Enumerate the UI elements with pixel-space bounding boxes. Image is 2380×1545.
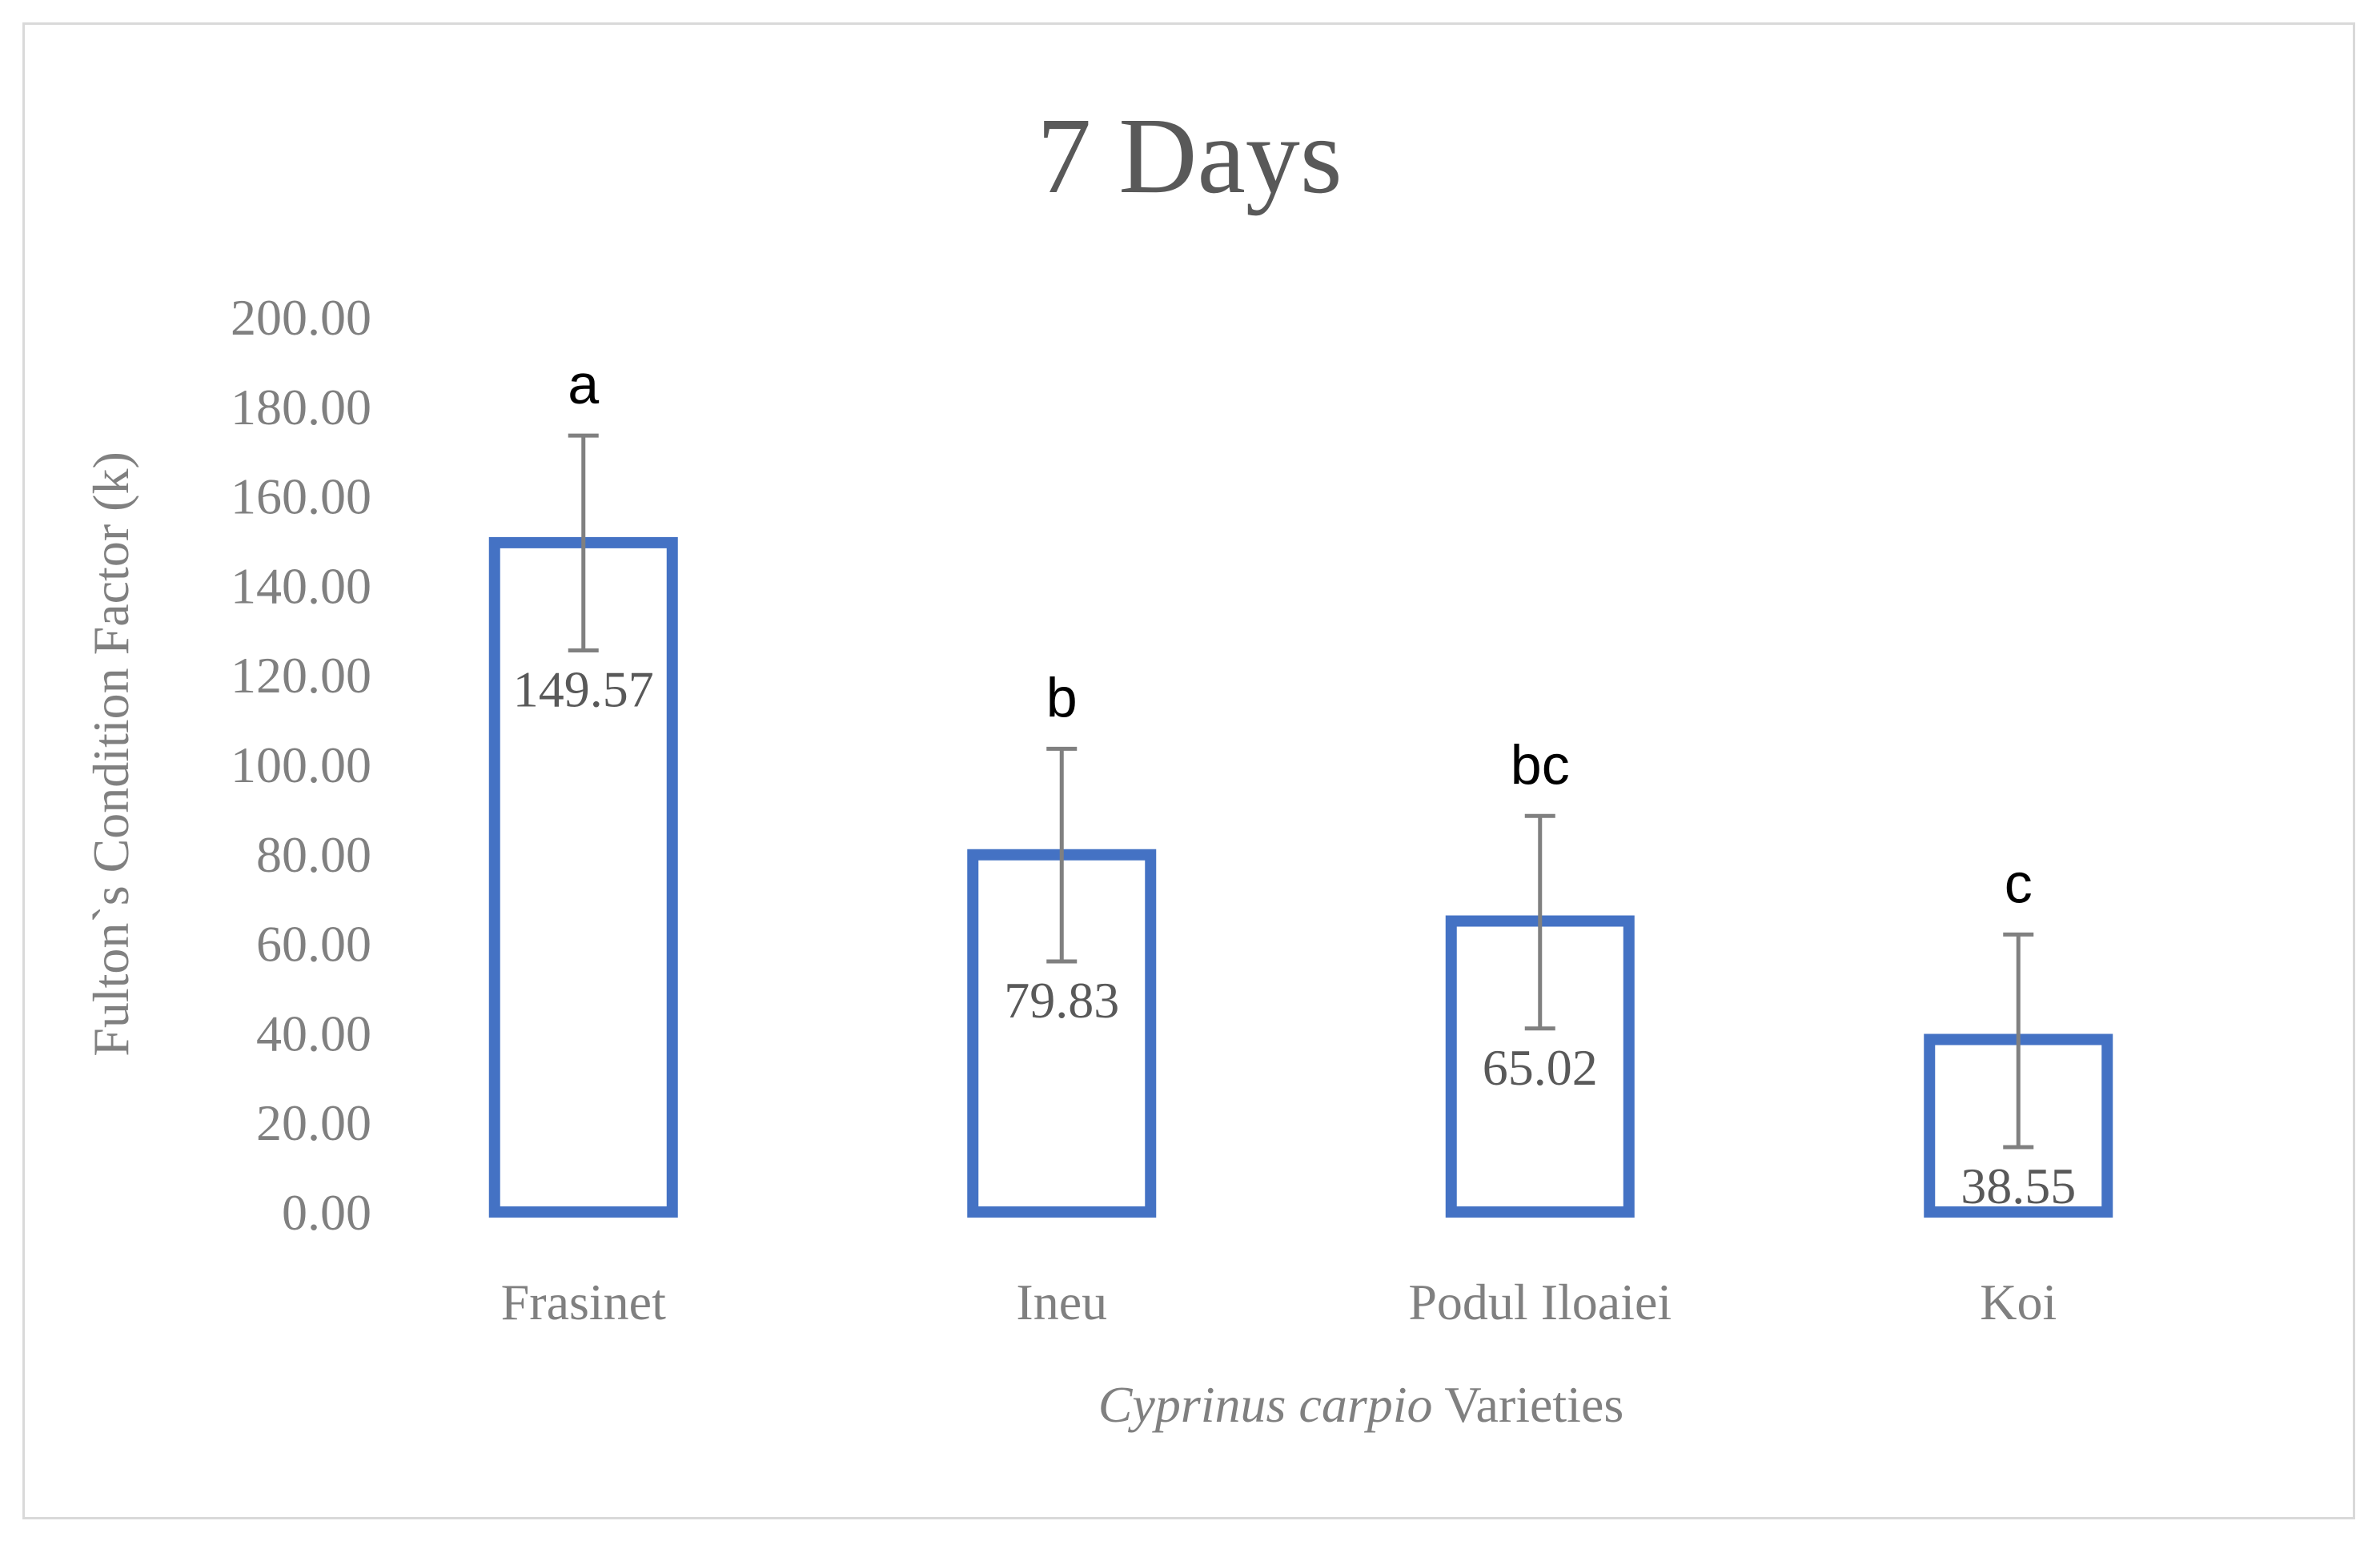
- chart-frame: [22, 22, 2355, 1519]
- error-bars: [568, 433, 2034, 1150]
- significance-labels: a b bc c: [568, 353, 2032, 914]
- x-tick-label: Koi: [1980, 1274, 2057, 1330]
- bars: [488, 536, 2113, 1218]
- y-tick-label: 160.00: [231, 468, 371, 525]
- y-tick-label: 20.00: [256, 1094, 371, 1151]
- y-tick-label: 100.00: [231, 736, 371, 793]
- y-tick-label: 40.00: [256, 1005, 371, 1061]
- error-bar: [568, 433, 599, 652]
- y-tick-label: 0.00: [282, 1184, 371, 1241]
- data-label: 38.55: [1961, 1158, 2076, 1214]
- data-label: 65.02: [1483, 1039, 1598, 1096]
- x-axis-categories: Frasinet Ineu Podul Iloaiei Koi: [501, 1274, 2057, 1330]
- data-label: 149.57: [513, 660, 654, 717]
- y-axis-title: Fulton`s Condition Factor (k): [82, 451, 139, 1057]
- bar: [1445, 915, 1635, 1218]
- significance-letter: bc: [1511, 733, 1570, 796]
- significance-letter: a: [568, 353, 599, 415]
- data-label: 79.83: [1004, 972, 1119, 1029]
- y-axis-ticks: 0.00 20.00 40.00 60.00 80.00 100.00 120.00 140.…: [231, 289, 371, 1241]
- y-tick-label: 60.00: [256, 916, 371, 973]
- x-axis-title-italic: Cyprinus carpio: [1098, 1376, 1433, 1433]
- y-tick-label: 200.00: [231, 289, 371, 346]
- x-tick-label: Ineu: [1016, 1274, 1107, 1330]
- error-bar: [2003, 932, 2034, 1150]
- value-labels: 149.57 79.83 65.02 38.55: [513, 660, 2077, 1214]
- y-tick-label: 120.00: [231, 647, 371, 704]
- significance-letter: b: [1046, 666, 1078, 728]
- y-tick-label: 80.00: [256, 826, 371, 883]
- x-tick-label: Frasinet: [501, 1274, 666, 1330]
- chart-title: 7 Days: [1037, 96, 1343, 216]
- y-tick-label: 180.00: [231, 379, 371, 435]
- x-axis-title-rest: Varieties: [1433, 1376, 1624, 1433]
- x-axis-title: Cyprinus carpio Varieties: [1098, 1376, 1624, 1433]
- significance-letter: c: [2005, 852, 2033, 914]
- bar: [488, 536, 678, 1218]
- y-tick-label: 140.00: [231, 557, 371, 614]
- x-tick-label: Podul Iloaiei: [1408, 1274, 1672, 1330]
- error-bar: [1524, 813, 1555, 1031]
- error-bar: [1046, 746, 1078, 964]
